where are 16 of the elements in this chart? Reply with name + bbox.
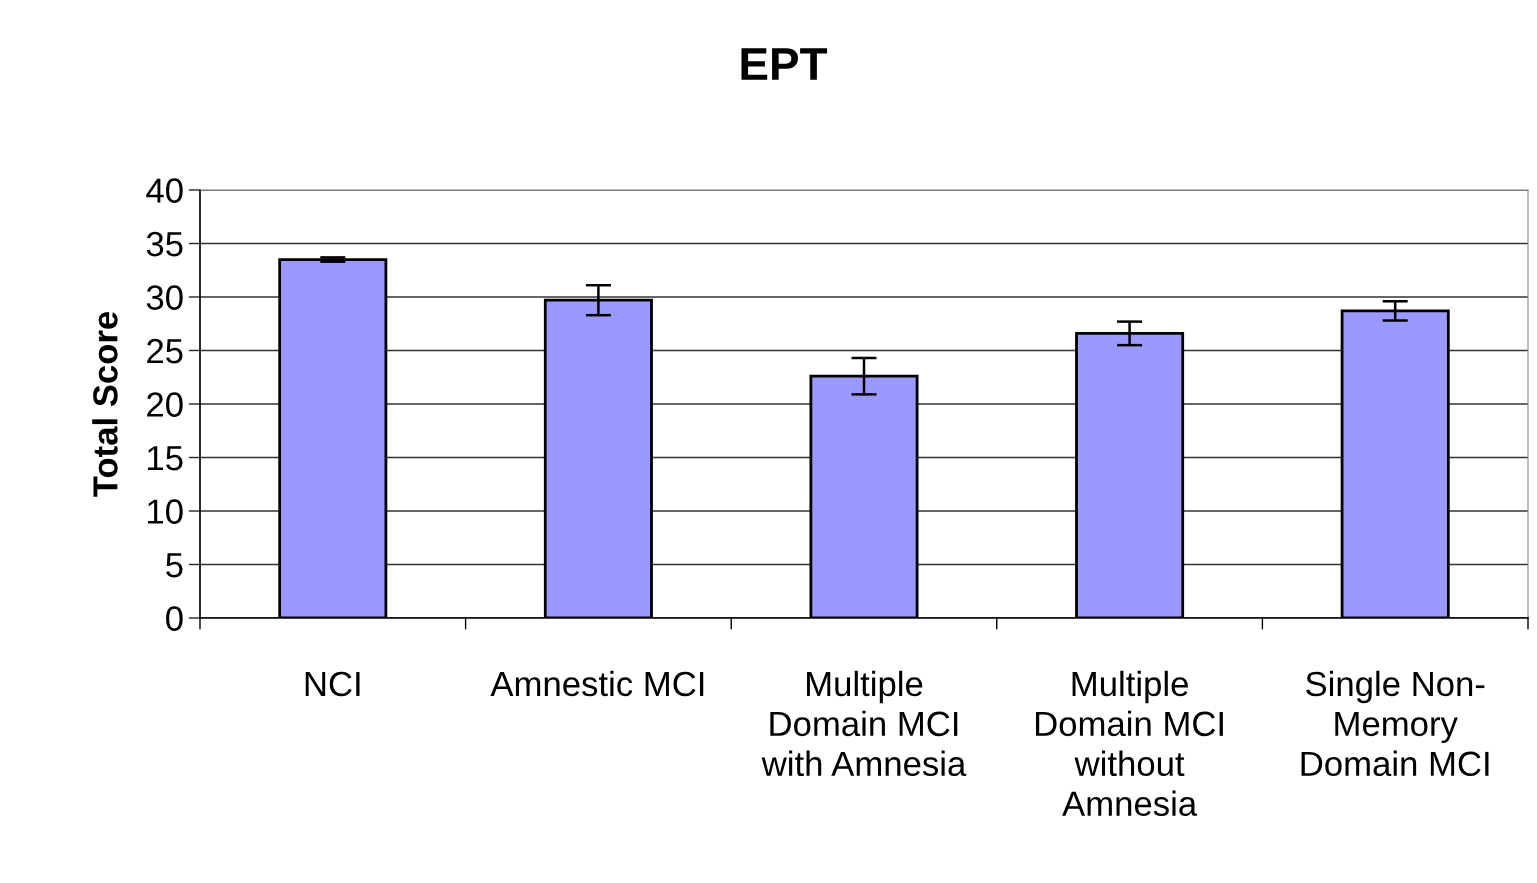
x-tick-label: NCI bbox=[305, 671, 360, 697]
chart-title: EPT bbox=[741, 48, 828, 80]
y-tick-label: 0 bbox=[166, 606, 183, 631]
x-tick-label: Single Non- Memory Domain MCI bbox=[1301, 670, 1489, 777]
y-tick-label: 5 bbox=[166, 553, 183, 578]
y-tick-label: 20 bbox=[147, 392, 183, 417]
x-tick-label: Amnestic MCI bbox=[490, 670, 704, 697]
y-tick-label: 10 bbox=[148, 499, 183, 524]
y-tick-label: 15 bbox=[148, 446, 183, 471]
x-tick-label: Multiple Domain MCI without Amnesia bbox=[1035, 670, 1223, 817]
x-tick-label: Multiple Domain MCI with Amnesia bbox=[761, 670, 967, 777]
y-axis-title: Total Score bbox=[92, 311, 118, 497]
y-tick-label: 25 bbox=[147, 338, 183, 364]
y-tick-label: 35 bbox=[146, 231, 183, 257]
y-tick-label: 40 bbox=[146, 178, 183, 203]
y-tick-label: 30 bbox=[146, 285, 183, 310]
